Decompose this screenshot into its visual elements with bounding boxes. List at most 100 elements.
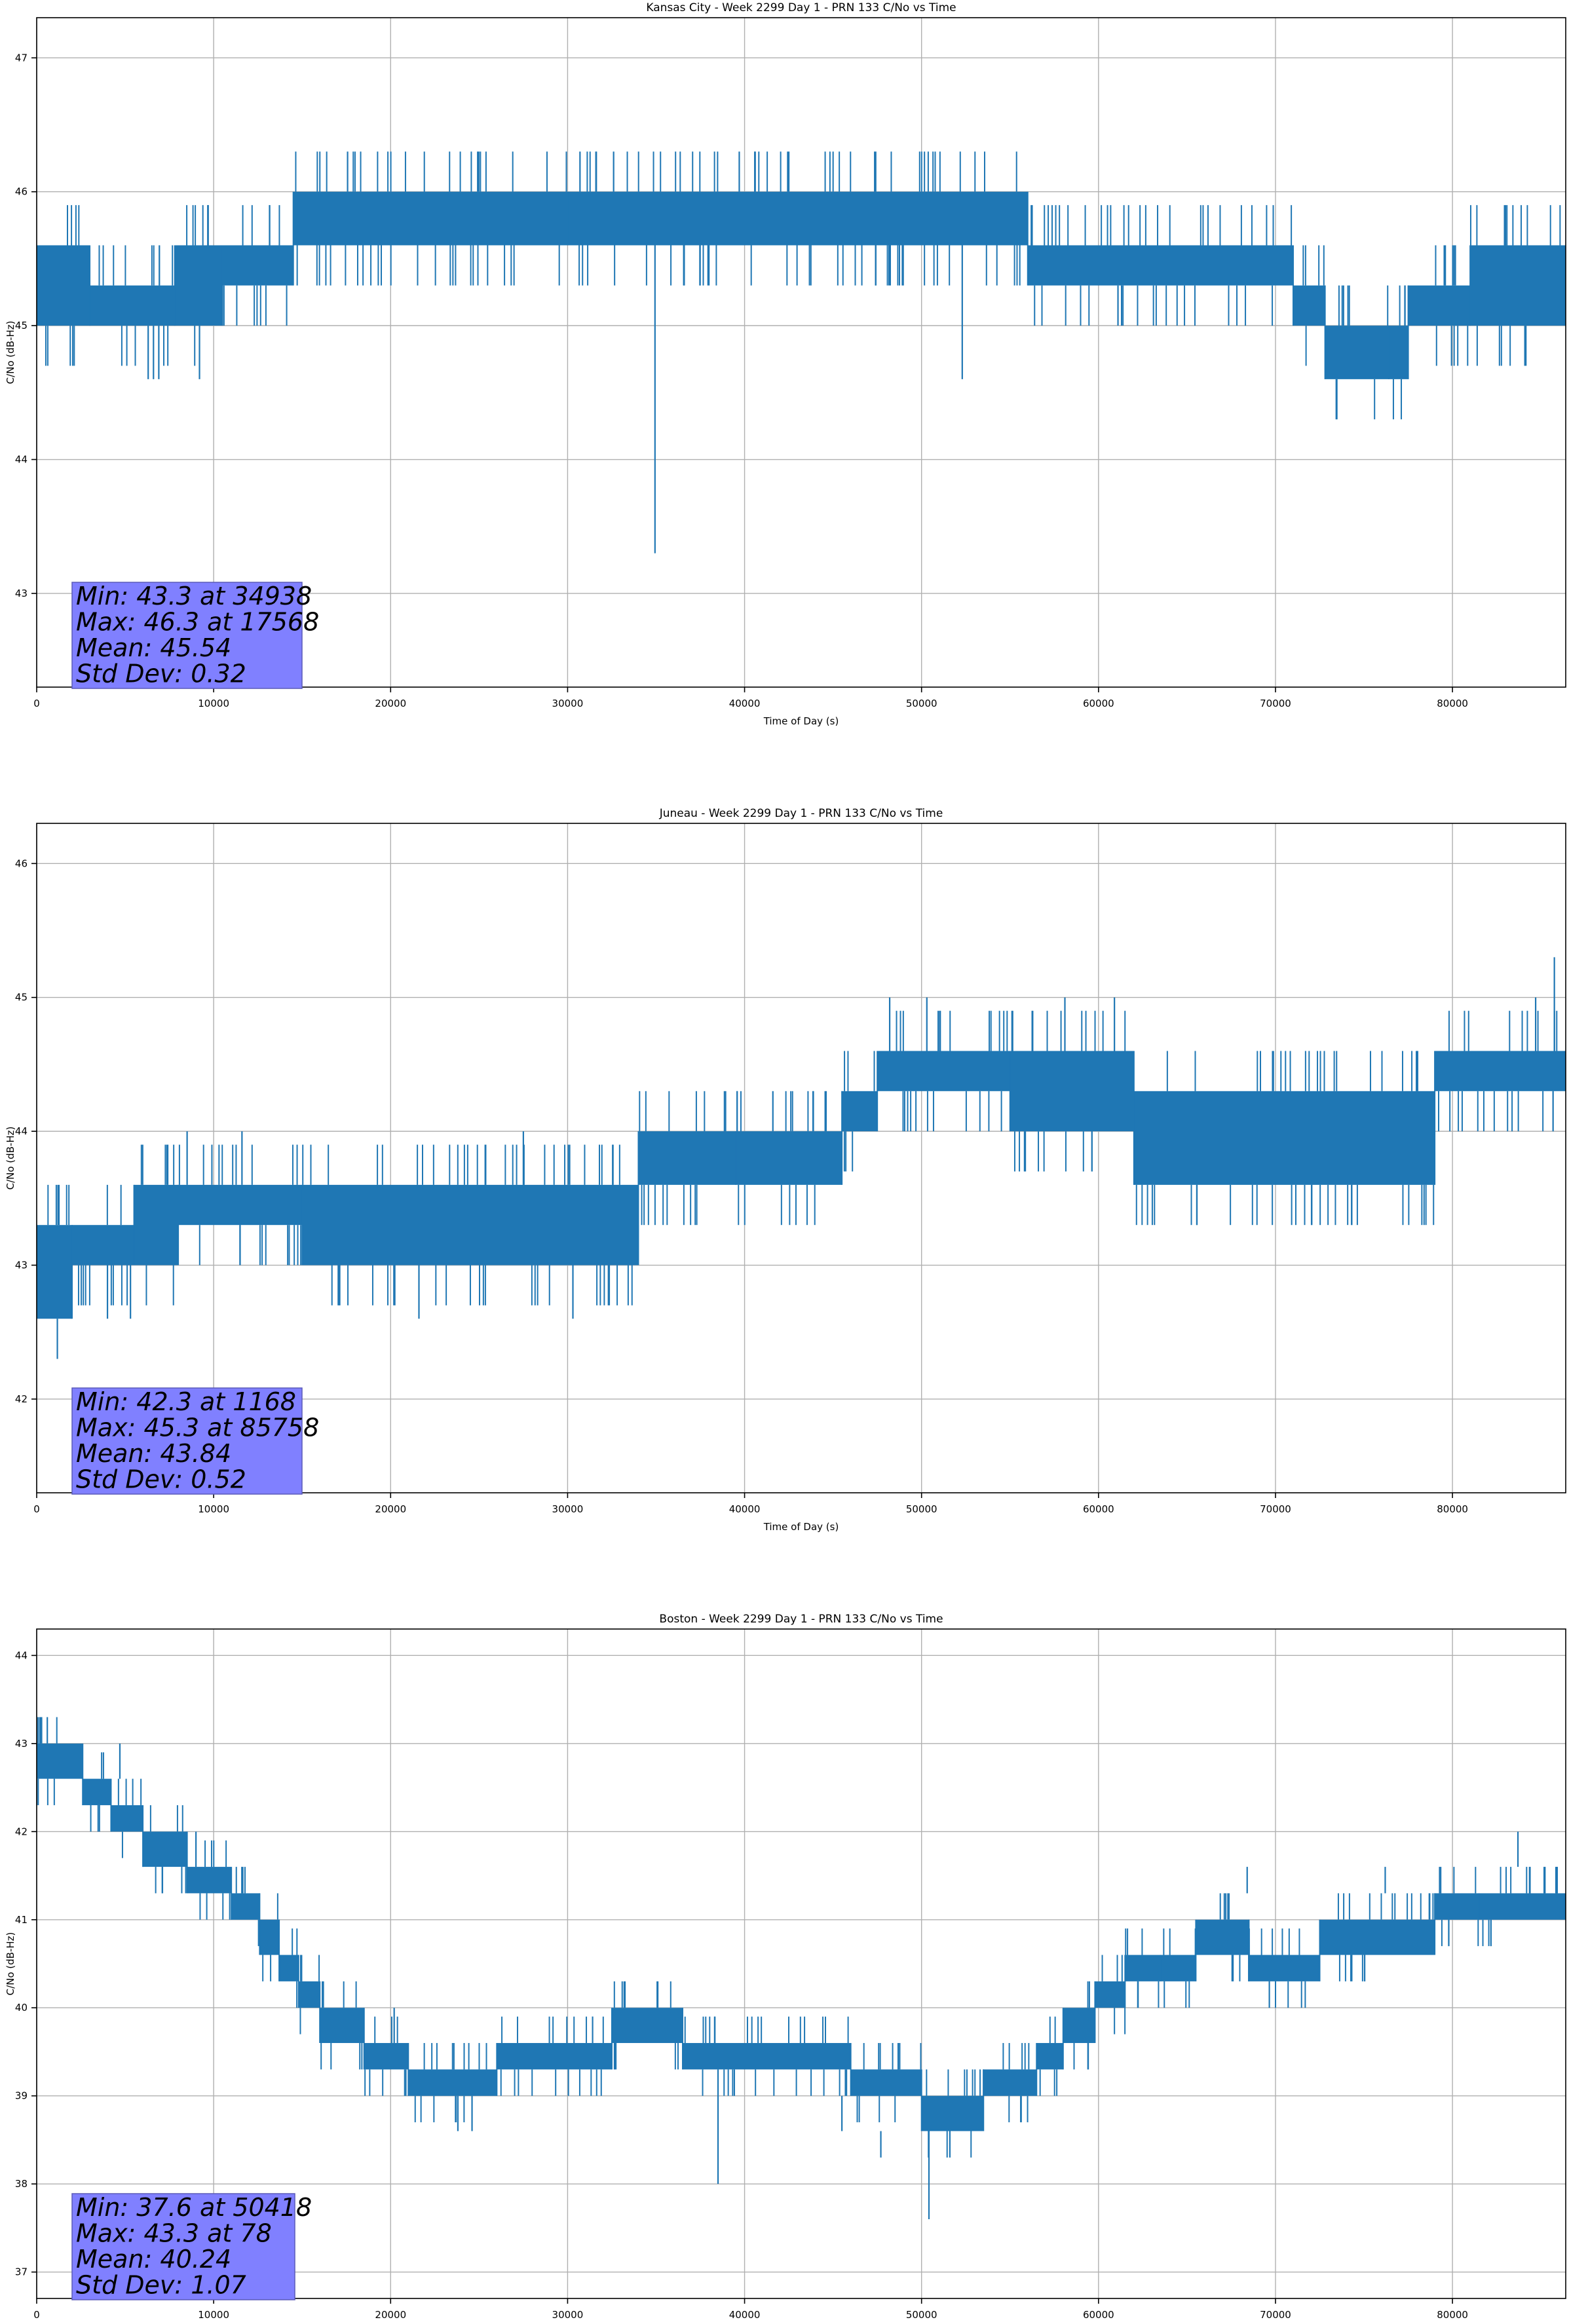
x-tick-label: 0	[33, 1503, 40, 1515]
y-tick-label: 46	[15, 186, 28, 198]
x-tick-label: 80000	[1437, 698, 1468, 709]
x-tick-label: 80000	[1437, 1503, 1468, 1515]
x-tick-label: 0	[33, 698, 40, 709]
stats-min: Min: 43.3 at 34938	[76, 582, 312, 610]
chart-title: Boston - Week 2299 Day 1 - PRN 133 C/No …	[659, 1613, 943, 1626]
series-segment	[302, 1184, 639, 1265]
series-segment	[877, 1051, 1010, 1091]
x-tick-label: 60000	[1083, 2309, 1114, 2321]
series-segment	[497, 2043, 612, 2070]
chart-panel-3: 0 10000 20000 30000 40000 50000 60000 70000 8000…	[5, 1613, 1566, 2321]
series-segment	[111, 1805, 143, 1832]
series-segment	[1063, 2008, 1095, 2044]
series-segment	[1249, 1955, 1320, 1981]
series-segment	[37, 1225, 73, 1319]
y-axis-label: C/No (dB-Hz)	[5, 1127, 16, 1190]
stats-box-bg	[71, 1387, 303, 1495]
series-segment	[567, 191, 1028, 246]
stats-mean: Mean: 43.84	[76, 1439, 231, 1468]
axes-frame	[36, 823, 1566, 1493]
series-segment	[259, 1919, 280, 1955]
x-tick-label: 20000	[375, 1503, 406, 1515]
y-tick-label: 43	[15, 1738, 28, 1750]
series-segment	[187, 1867, 232, 1894]
y-tick-label: 40	[15, 2002, 28, 2014]
series-segment	[37, 1743, 83, 1779]
stats-min: Min: 37.6 at 50418	[76, 2193, 312, 2222]
series-segment	[1036, 2043, 1063, 2070]
x-tick-label: 30000	[552, 2309, 584, 2321]
x-tick-label: 60000	[1083, 698, 1114, 709]
series-segment	[90, 285, 175, 326]
x-tick-label: 40000	[729, 2309, 761, 2321]
series-segment	[1435, 1893, 1479, 1920]
series-segment	[231, 1893, 260, 1920]
y-tick-label: 47	[15, 52, 28, 64]
series-segment	[83, 1778, 111, 1805]
y-tick-label: 42	[15, 1393, 28, 1405]
series-segment	[298, 1981, 320, 2008]
x-tick-label: 50000	[906, 698, 937, 709]
series-segment	[1010, 1051, 1134, 1132]
stats-max: Max: 45.3 at 85758	[76, 1414, 319, 1442]
series-segment	[1095, 1981, 1125, 2008]
series-segment	[638, 1131, 736, 1185]
stats-mean: Mean: 40.24	[76, 2245, 231, 2274]
y-tick-label: 37	[15, 2266, 28, 2278]
x-tick-label: 30000	[552, 698, 584, 709]
stats-std: Std Dev: 0.32	[76, 660, 246, 688]
series-segment	[1125, 1955, 1161, 1981]
chart-panel-1: 0 10000 20000 30000 40000 50000 60000 70000 8000…	[5, 1, 1566, 727]
stats-min: Min: 42.3 at 1168	[76, 1387, 296, 1416]
x-tick-label: 70000	[1260, 1503, 1291, 1515]
series-segment	[37, 245, 90, 326]
y-tick-label: 41	[15, 1914, 28, 1926]
series-segment	[72, 1225, 134, 1265]
x-tick-label: 10000	[198, 698, 229, 709]
series-segment	[842, 1091, 878, 1132]
series-segment	[408, 2069, 497, 2096]
y-tick-label: 38	[15, 2178, 28, 2190]
x-tick-label: 30000	[552, 1503, 584, 1515]
series-segment	[320, 2008, 364, 2044]
x-tick-label: 40000	[729, 698, 761, 709]
x-tick-label: 70000	[1260, 2309, 1291, 2321]
series-segment	[1319, 1919, 1435, 1955]
y-tick-label: 43	[15, 588, 28, 599]
y-tick-label: 44	[15, 454, 28, 466]
stats-box-bg	[71, 2193, 295, 2300]
series-segment	[1435, 1051, 1566, 1091]
series-segment	[1408, 285, 1471, 326]
series-segment	[1196, 1919, 1249, 1955]
y-tick-label: 44	[15, 1125, 28, 1137]
series-segment	[983, 2069, 1037, 2096]
stats-max: Max: 46.3 at 17568	[76, 608, 319, 637]
y-tick-label: 45	[15, 320, 28, 331]
stats-max: Max: 43.3 at 78	[76, 2219, 272, 2248]
chart-title: Kansas City - Week 2299 Day 1 - PRN 133 …	[646, 1, 956, 14]
series-segment	[134, 1184, 179, 1265]
series-segment	[1133, 1091, 1435, 1185]
y-tick-label: 43	[15, 1260, 28, 1271]
y-tick-label: 42	[15, 1826, 28, 1837]
x-axis-label: Time of Day (s)	[763, 1521, 839, 1533]
series-segment	[1325, 326, 1408, 379]
series-segment	[1293, 285, 1325, 326]
x-tick-label: 40000	[729, 1503, 761, 1515]
x-tick-label: 50000	[906, 1503, 937, 1515]
x-tick-label: 10000	[198, 2309, 229, 2321]
y-tick-label: 46	[15, 857, 28, 869]
x-tick-label: 50000	[906, 2309, 937, 2321]
stats-box-bg	[71, 582, 303, 689]
series-line	[37, 1717, 1566, 2219]
series-segment	[143, 1831, 187, 1867]
series-line	[37, 151, 1566, 553]
series-segment	[1027, 245, 1293, 286]
y-axis-label: C/No (dB-Hz)	[5, 1932, 16, 1996]
series-segment	[1160, 1955, 1196, 1981]
series-segment	[736, 1131, 842, 1185]
series-segment	[174, 245, 223, 326]
series-line	[37, 957, 1566, 1359]
series-segment	[222, 245, 293, 286]
